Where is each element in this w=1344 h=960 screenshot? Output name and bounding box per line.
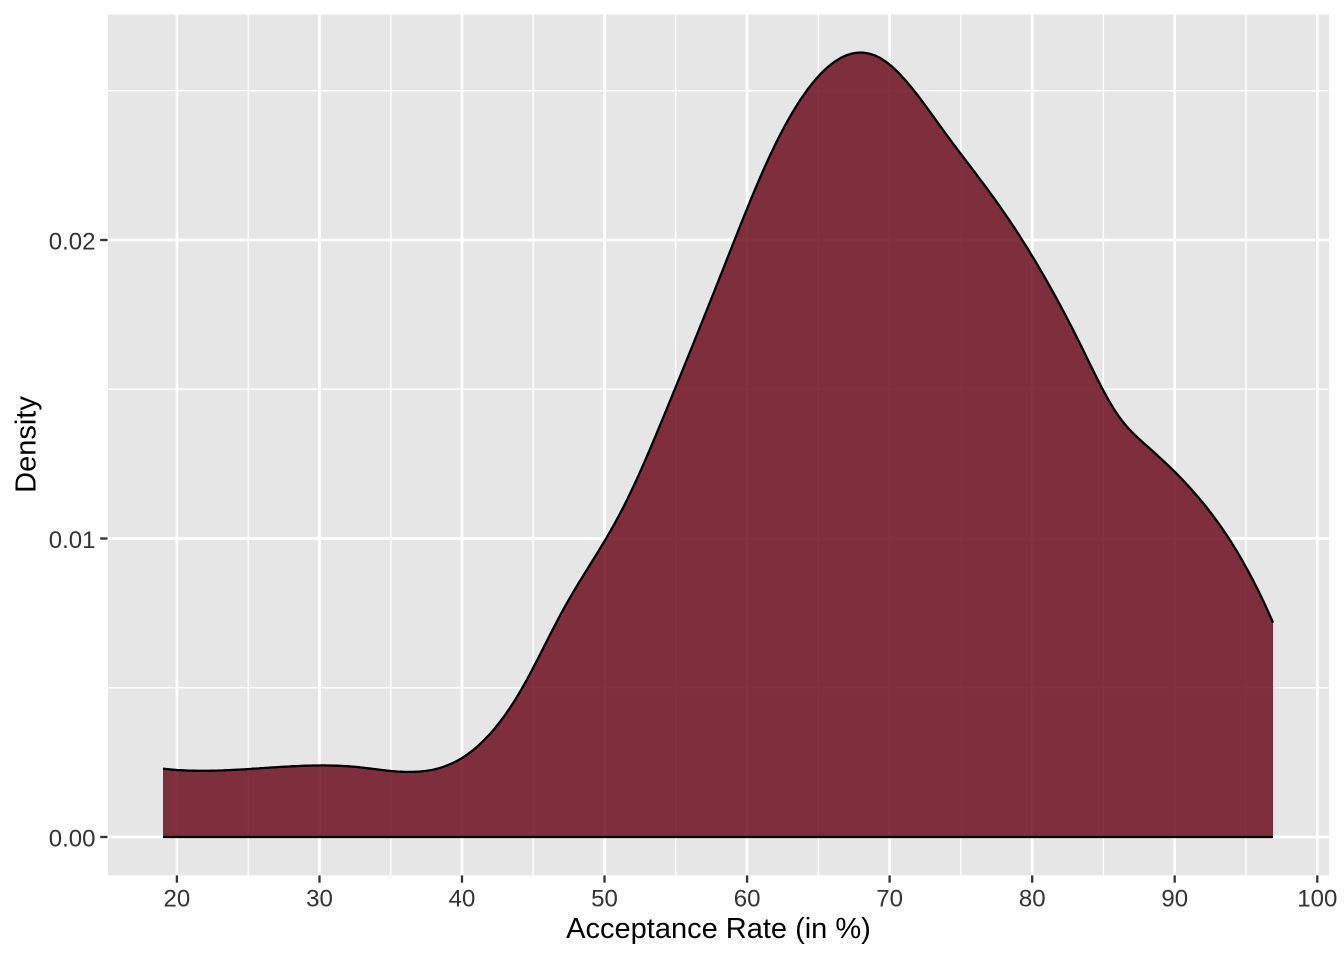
svg-text:20: 20 [164,886,191,913]
svg-text:0.01: 0.01 [49,527,96,554]
svg-text:50: 50 [591,886,618,913]
svg-text:80: 80 [1019,886,1046,913]
svg-text:30: 30 [306,886,333,913]
svg-text:Acceptance Rate (in %): Acceptance Rate (in %) [566,913,871,945]
svg-text:100: 100 [1297,886,1337,913]
svg-text:0.00: 0.00 [49,826,96,853]
svg-text:Density: Density [11,396,43,493]
svg-text:90: 90 [1161,886,1188,913]
svg-text:0.02: 0.02 [49,229,96,256]
svg-text:70: 70 [876,886,903,913]
svg-text:60: 60 [734,886,761,913]
svg-text:40: 40 [449,886,476,913]
